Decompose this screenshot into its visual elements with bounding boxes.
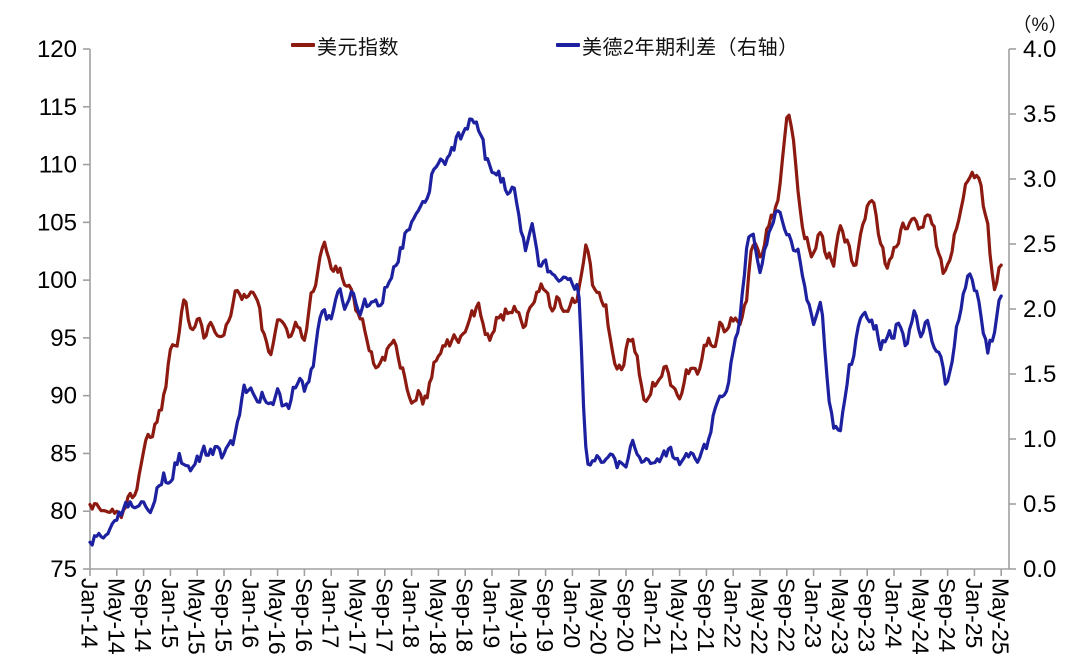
svg-text:110: 110 xyxy=(39,152,77,179)
svg-text:2.0: 2.0 xyxy=(1023,296,1056,323)
svg-text:Sep-17: Sep-17 xyxy=(371,578,397,652)
svg-text:Sep-15: Sep-15 xyxy=(211,578,237,652)
svg-text:May-25: May-25 xyxy=(988,578,1014,655)
right-axis-unit-label: （%） xyxy=(1012,15,1068,36)
svg-text:Sep-21: Sep-21 xyxy=(693,578,719,652)
svg-text:May-19: May-19 xyxy=(505,578,531,655)
svg-text:May-23: May-23 xyxy=(827,578,853,655)
svg-text:May-14: May-14 xyxy=(103,578,129,655)
rate-spread-legend-label: 美德2年期利差（右轴） xyxy=(582,36,799,59)
svg-text:Jan-14: Jan-14 xyxy=(77,578,103,649)
svg-text:Jan-17: Jan-17 xyxy=(318,578,344,648)
usd-index-line-swatch xyxy=(291,42,315,48)
svg-text:3.0: 3.0 xyxy=(1023,166,1056,193)
svg-text:85: 85 xyxy=(50,440,77,467)
svg-text:120: 120 xyxy=(37,36,77,63)
svg-text:Jan-21: Jan-21 xyxy=(639,578,665,648)
svg-text:2.5: 2.5 xyxy=(1023,231,1056,258)
svg-text:75: 75 xyxy=(50,556,77,583)
svg-text:Sep-23: Sep-23 xyxy=(854,578,880,652)
svg-text:1.0: 1.0 xyxy=(1023,426,1056,453)
svg-text:Jan-22: Jan-22 xyxy=(720,578,746,648)
svg-text:105: 105 xyxy=(37,209,77,236)
svg-text:Jan-20: Jan-20 xyxy=(559,578,585,648)
svg-text:May-16: May-16 xyxy=(264,578,290,655)
svg-text:Sep-20: Sep-20 xyxy=(613,578,639,652)
svg-text:May-17: May-17 xyxy=(345,578,371,655)
svg-text:May-15: May-15 xyxy=(184,578,210,655)
svg-text:4.0: 4.0 xyxy=(1023,36,1056,63)
svg-text:Jan-24: Jan-24 xyxy=(881,578,907,649)
svg-text:90: 90 xyxy=(50,383,77,410)
svg-text:Jan-23: Jan-23 xyxy=(800,578,826,648)
usd-index-legend-label: 美元指数 xyxy=(317,36,399,59)
legend-item-usd-index: 美元指数 xyxy=(291,34,399,59)
svg-text:115: 115 xyxy=(39,94,77,121)
svg-text:0.5: 0.5 xyxy=(1023,491,1056,518)
svg-text:Sep-16: Sep-16 xyxy=(291,578,317,652)
svg-text:1.5: 1.5 xyxy=(1023,361,1056,388)
svg-text:Sep-22: Sep-22 xyxy=(773,578,799,652)
legend-item-rate-spread: 美德2年期利差（右轴） xyxy=(556,34,799,59)
svg-text:May-21: May-21 xyxy=(666,578,692,655)
svg-text:Jan-16: Jan-16 xyxy=(237,578,263,648)
svg-text:May-22: May-22 xyxy=(747,578,773,655)
svg-text:Jan-18: Jan-18 xyxy=(398,578,424,648)
svg-text:May-20: May-20 xyxy=(586,578,612,655)
svg-text:80: 80 xyxy=(50,498,77,525)
svg-text:Sep-19: Sep-19 xyxy=(532,578,558,652)
svg-text:3.5: 3.5 xyxy=(1023,101,1056,128)
svg-text:95: 95 xyxy=(50,325,77,352)
svg-text:May-18: May-18 xyxy=(425,578,451,655)
svg-text:Jan-25: Jan-25 xyxy=(961,578,987,648)
svg-text:Jan-19: Jan-19 xyxy=(479,578,505,648)
svg-text:Sep-24: Sep-24 xyxy=(934,578,960,652)
svg-text:0.0: 0.0 xyxy=(1023,556,1056,583)
svg-text:Jan-15: Jan-15 xyxy=(157,578,183,648)
svg-text:Sep-14: Sep-14 xyxy=(130,578,156,652)
rate-spread-line-swatch xyxy=(556,42,580,48)
svg-text:100: 100 xyxy=(37,267,77,294)
svg-text:Sep-18: Sep-18 xyxy=(452,578,478,652)
svg-text:May-24: May-24 xyxy=(907,578,933,655)
